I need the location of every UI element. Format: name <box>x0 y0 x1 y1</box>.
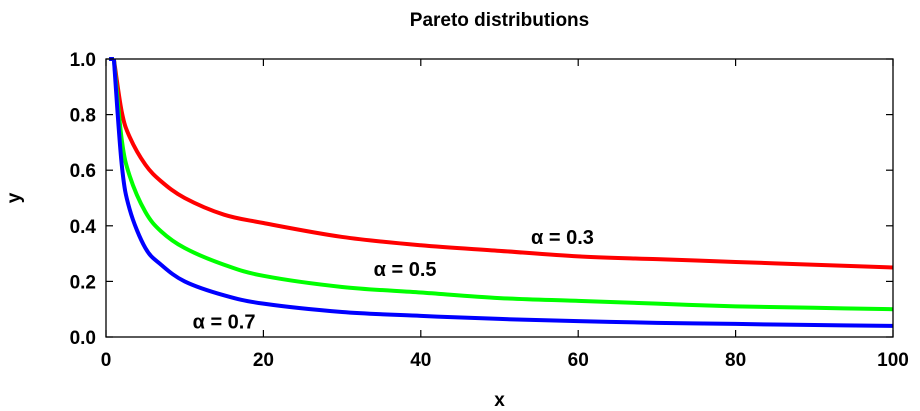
ticks-layer: 0 20 40 60 80 100 0.0 0.2 0.4 0.6 0.8 1.0 <box>70 50 909 371</box>
annotation-layer: α = 0.3 α = 0.5 α = 0.7 <box>193 227 594 334</box>
series-annotation: α = 0.7 <box>193 312 256 334</box>
x-axis-label: x <box>494 390 505 411</box>
y-tick-label: 0.8 <box>70 106 96 127</box>
series-line-2 <box>111 58 894 328</box>
series-annotation: α = 0.3 <box>531 227 594 249</box>
series-annotation: α = 0.5 <box>374 259 437 281</box>
y-tick-label: 0.2 <box>70 272 96 293</box>
x-tick-label: 20 <box>253 350 274 371</box>
x-tick-label: 40 <box>410 350 431 371</box>
y-tick-label: 0.6 <box>70 161 96 182</box>
x-tick-label: 60 <box>568 350 589 371</box>
x-tick-label: 0 <box>101 350 112 371</box>
series-line-0 <box>111 58 894 270</box>
y-tick-label: 0.4 <box>70 217 97 238</box>
chart-title: Pareto distributions <box>410 10 589 31</box>
y-tick-label: 0.0 <box>70 328 96 349</box>
x-tick-label: 80 <box>725 350 746 371</box>
y-axis-label: y <box>4 192 25 203</box>
series-line-1 <box>111 58 894 312</box>
y-tick-label: 1.0 <box>70 50 96 71</box>
plot-frame <box>105 58 894 338</box>
x-tick-label: 100 <box>877 350 909 371</box>
series-layer <box>109 57 894 328</box>
